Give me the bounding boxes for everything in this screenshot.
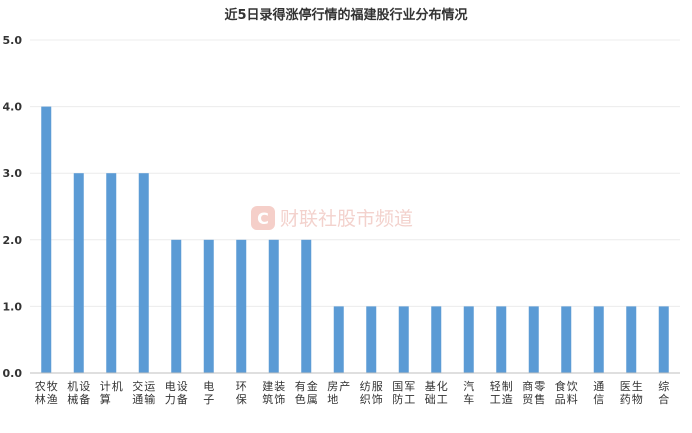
y-tick-label: 0.0 [3,367,23,380]
chart-title: 近5日录得涨停行情的福建股行业分布情况 [224,7,467,23]
bar [593,306,604,373]
x-tick-label: 计算机 [100,379,123,406]
bar [138,173,149,373]
bar [366,306,377,373]
bar [658,306,669,373]
bar [203,239,214,373]
bar [236,239,247,373]
bar [398,306,409,373]
x-tick-label: 通信 [593,380,604,406]
x-tick-label: 纺织服饰 [360,379,383,406]
watermark-logo-icon [251,206,275,230]
x-tick-label: 国防军工 [392,380,415,406]
x-tick-label: 综合 [658,379,669,406]
x-tick-label: 医药生物 [620,379,643,406]
bar [561,306,572,373]
bar [626,306,637,373]
bars [41,106,669,373]
x-tick-label: 机械设备 [67,379,90,406]
x-tick-label: 房地产 [327,379,350,406]
grid-lines [30,39,680,307]
bar [301,239,312,373]
bar [496,306,507,373]
x-tick-label: 环保 [236,380,247,406]
x-tick-label: 基础化工 [425,379,448,406]
y-tick-label: 2.0 [3,234,23,247]
x-tick-label: 汽车 [463,379,474,406]
bar [528,306,539,373]
x-tick-label: 食品饮料 [555,379,578,406]
x-tick-label: 有色金属 [295,379,318,406]
y-tick-label: 3.0 [3,167,23,180]
bar [333,306,344,373]
x-tick-label: 交通运输 [132,379,155,406]
y-tick-labels: 0.0 1.0 2.0 3.0 4.0 5.0 [3,34,23,380]
x-tick-label: 电子 [203,380,214,406]
bar [268,239,279,373]
x-tick-label: 农林牧渔 [35,379,58,406]
bar [431,306,442,373]
x-tick-label: 建筑装饰 [262,379,285,406]
bar [463,306,474,373]
bar [73,173,84,373]
x-tick-label: 轻工制造 [490,379,513,406]
watermark-logo-letter: C [257,209,269,228]
watermark: C 财联社股市频道 [251,206,413,230]
x-tick-label: 商贸零售 [522,379,545,406]
y-tick-label: 1.0 [3,300,23,313]
x-tick-label: 电力设备 [165,380,188,406]
y-tick-label: 5.0 [3,34,23,47]
watermark-text: 财联社股市频道 [280,208,413,230]
y-tick-label: 4.0 [3,101,23,114]
bar [106,173,117,373]
bar [171,239,182,373]
bar [41,106,52,373]
